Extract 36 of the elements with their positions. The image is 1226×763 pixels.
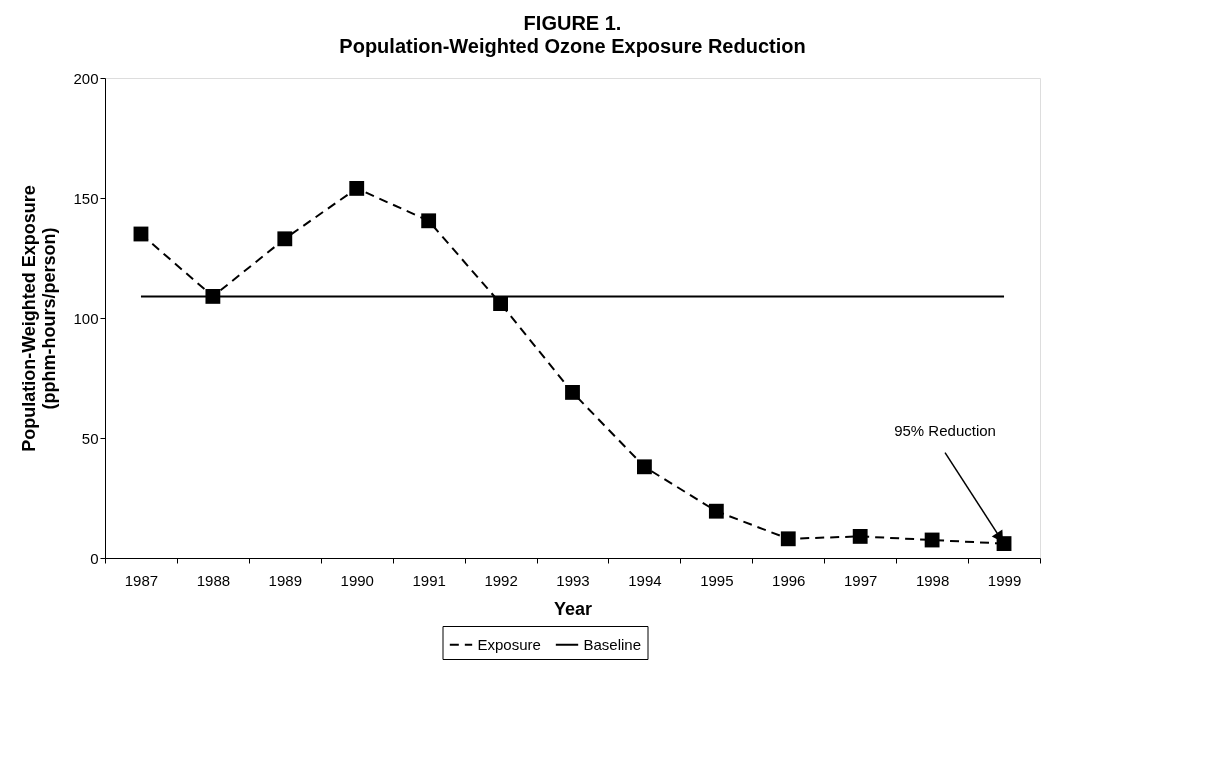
point [565, 384, 580, 400]
annotation: 95% Reduction [894, 421, 996, 439]
point [277, 231, 293, 247]
x-axis-title: Year [553, 598, 593, 619]
point [780, 531, 796, 547]
x-tick-label: 1989 [268, 571, 302, 589]
point [421, 213, 437, 229]
x-tick-label: 1992 [484, 571, 518, 589]
x-tick-label: 1988 [196, 571, 231, 589]
y-tick-label: 150 [73, 189, 99, 207]
x-tick-label: 1999 [987, 571, 1022, 589]
legend-label: Exposure [477, 635, 541, 653]
point [205, 288, 221, 304]
x-tick-label: 1987 [124, 571, 159, 589]
y-axis-title: Population-Weighted Exposure (pphm-hours/person) [19, 185, 60, 452]
point [924, 532, 940, 548]
x-tick-label: 1996 [772, 571, 806, 589]
chart-subtitle: Population-Weighted Ozone Exposure Reduction [339, 35, 806, 57]
x-tick-label: 1991 [412, 571, 446, 589]
y-tick-label: 50 [81, 429, 99, 447]
x-tick-label: 1997 [844, 571, 878, 589]
point [349, 180, 365, 196]
point [493, 296, 508, 312]
point [708, 503, 724, 519]
x-tick-label: 1998 [915, 571, 950, 589]
legend-label: Baseline [583, 635, 642, 653]
y-tick-label: 0 [90, 549, 99, 567]
x-tick-label: 1994 [628, 571, 662, 589]
point [852, 528, 868, 544]
x-tick-label: 1990 [340, 571, 374, 589]
chart-title: FIGURE 1. [523, 12, 622, 34]
x-tick-label: 1993 [556, 571, 590, 589]
point [637, 459, 652, 475]
x-tick-label: 1995 [700, 571, 734, 589]
y-tick-label: 200 [73, 69, 99, 87]
y-tick-label: 100 [73, 309, 99, 327]
